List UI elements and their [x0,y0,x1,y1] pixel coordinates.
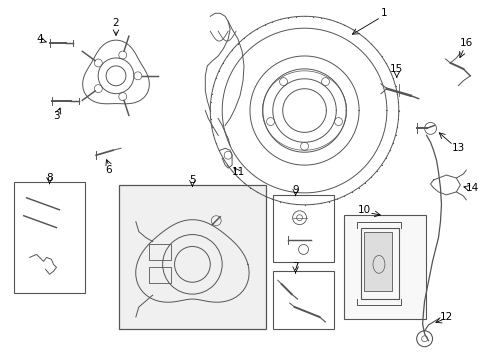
Text: 4: 4 [36,34,43,44]
Text: 11: 11 [231,167,245,177]
Bar [361,228,399,299]
Text: 3: 3 [53,111,60,121]
Bar [273,271,334,329]
Text: 8: 8 [46,173,53,183]
Text: 5: 5 [189,175,196,185]
Bar [119,185,266,329]
Bar [149,244,171,260]
Text: 10: 10 [358,205,370,215]
Text: 2: 2 [113,18,120,28]
Text: 12: 12 [440,312,453,322]
Text: 15: 15 [390,64,403,74]
Text: 13: 13 [452,143,465,153]
Bar [273,195,334,262]
Text: 1: 1 [381,8,387,18]
Text: 9: 9 [293,185,299,195]
Text: 6: 6 [106,165,112,175]
Bar [149,267,171,283]
Bar [344,215,426,319]
Text: 16: 16 [460,38,473,48]
Text: 14: 14 [466,183,479,193]
Text: 7: 7 [293,262,299,272]
Bar [364,231,392,291]
Bar [14,182,85,293]
